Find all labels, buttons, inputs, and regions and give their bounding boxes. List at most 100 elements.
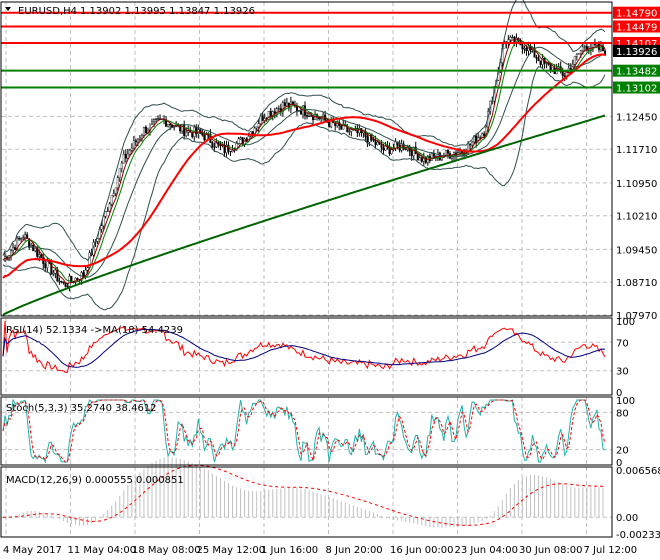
candle-body <box>54 269 57 274</box>
candle-body <box>157 118 160 120</box>
x-tick-label: 30 Jun 08:00 <box>519 545 583 556</box>
price-label-bg <box>613 45 660 58</box>
candle-body <box>22 237 25 239</box>
candle-body <box>376 142 379 145</box>
candle-body <box>340 125 343 130</box>
ma-fast <box>2 39 606 283</box>
candle-body <box>350 129 353 132</box>
stoch-title: Stoch(5,3,3) 35.2740 38.4612 <box>6 403 157 414</box>
candle-body <box>104 211 107 217</box>
candle-body <box>257 123 260 128</box>
candle-body <box>479 137 482 139</box>
candle-body <box>142 127 145 136</box>
candle-body <box>450 156 453 159</box>
candle-body <box>10 250 13 256</box>
candle-body <box>251 131 254 134</box>
candle-body <box>467 143 470 154</box>
candle-body <box>110 195 113 205</box>
y-tick-label: 1.10210 <box>616 212 657 223</box>
price-level-label: 1.14107 <box>616 39 657 50</box>
candle-body <box>410 151 413 157</box>
candle-body <box>583 46 586 48</box>
candle-body <box>66 285 69 287</box>
y-tick-label: 1.07970 <box>616 311 657 322</box>
y-tick-label: 0 <box>616 458 622 469</box>
y-tick-label: 1.12450 <box>616 112 657 123</box>
candle-body <box>44 263 47 268</box>
candle-body <box>86 267 89 271</box>
candle-body <box>579 50 582 55</box>
price-level-label: 1.14790 <box>616 9 657 20</box>
candle-body <box>330 118 333 127</box>
y-tick-label: 0 <box>616 388 622 399</box>
candle-body <box>229 151 232 153</box>
candle-body <box>128 150 131 155</box>
rsi-ma-line <box>2 328 606 368</box>
candle-body <box>269 111 272 117</box>
candle-body <box>112 193 115 196</box>
macd-title: MACD(12,26,9) 0.000555 0.000851 <box>6 475 184 486</box>
candle-body <box>191 132 194 138</box>
candle-body <box>165 119 168 127</box>
ma-long <box>2 114 606 316</box>
candle-body <box>334 122 337 126</box>
candle-body <box>183 124 186 136</box>
candle-body <box>26 234 29 239</box>
candle-body <box>283 102 286 106</box>
candle-body <box>36 248 39 257</box>
candle-body <box>563 75 566 77</box>
candle-body <box>14 247 17 250</box>
candle-body <box>446 150 449 154</box>
candle-body <box>432 153 435 157</box>
price-level-label: 1.14479 <box>616 22 657 33</box>
price-label-bg <box>613 81 660 94</box>
candle-body <box>545 62 548 64</box>
candle-body <box>420 157 423 162</box>
y-tick-label: 1.08710 <box>616 278 657 289</box>
y-tick-label: 80 <box>616 408 629 419</box>
candle-body <box>155 118 158 120</box>
x-tick-label: 8 Jun 20:00 <box>326 545 383 556</box>
candle-body <box>475 135 478 144</box>
rsi-panel-frame <box>0 317 613 396</box>
candle-body <box>56 269 59 282</box>
chart-title: EURUSD,H4 <box>18 6 77 17</box>
ma-faster <box>2 38 606 285</box>
candle-body <box>120 162 123 169</box>
candle-body <box>348 131 351 133</box>
bollinger-upper <box>2 0 606 262</box>
candle-body <box>418 157 421 161</box>
candle-body <box>211 142 214 148</box>
price-label-bg <box>613 64 660 77</box>
candle-body <box>153 119 156 123</box>
main-panel-frame <box>0 1 613 317</box>
x-tick-label: 16 Jun 00:00 <box>390 545 454 556</box>
rsi-line <box>2 320 606 373</box>
candle-body <box>436 152 439 159</box>
candle-body <box>201 133 204 136</box>
price-level-label: 1.13926 <box>616 47 657 58</box>
candle-body <box>595 43 598 46</box>
price-level-label: 1.13482 <box>616 67 657 78</box>
x-tick-label: 1 Jun 16:00 <box>261 545 318 556</box>
price-label-bg <box>613 20 660 33</box>
candle-body <box>535 57 538 59</box>
candle-body <box>126 153 129 159</box>
candle-body <box>382 147 385 151</box>
candle-body <box>239 137 242 140</box>
candle-body <box>213 146 216 148</box>
candle-body <box>203 134 206 140</box>
candle-body <box>581 46 584 52</box>
candle-body <box>310 115 313 117</box>
candle-body <box>108 203 111 212</box>
candle-body <box>199 129 202 134</box>
candle-body <box>509 37 512 40</box>
y-tick-label: -0.002338 <box>616 530 660 541</box>
candle-body <box>261 115 264 121</box>
candle-body <box>169 124 172 126</box>
candle-body <box>537 58 540 61</box>
collapse-triangle-icon[interactable] <box>5 7 11 11</box>
candle-body <box>267 111 270 120</box>
